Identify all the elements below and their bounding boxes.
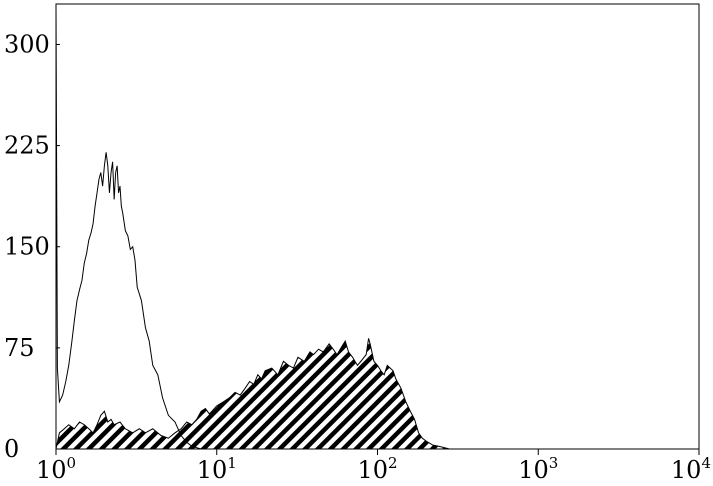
outline-histogram-series-0 (55, 3, 217, 450)
x-tick-label: 103 (518, 454, 558, 484)
y-tick-label: 75 (4, 334, 35, 362)
x-tick-label: 102 (357, 454, 397, 484)
x-tick-label: 104 (671, 454, 711, 484)
y-tick-label: 300 (4, 30, 50, 58)
hatched-histogram-series-1 (55, 338, 450, 450)
x-tick-label: 100 (36, 454, 76, 484)
y-tick-label: 225 (4, 132, 50, 160)
x-tick-label: 101 (197, 454, 237, 484)
y-tick-label: 0 (4, 435, 19, 463)
y-tick-label: 150 (4, 233, 50, 261)
